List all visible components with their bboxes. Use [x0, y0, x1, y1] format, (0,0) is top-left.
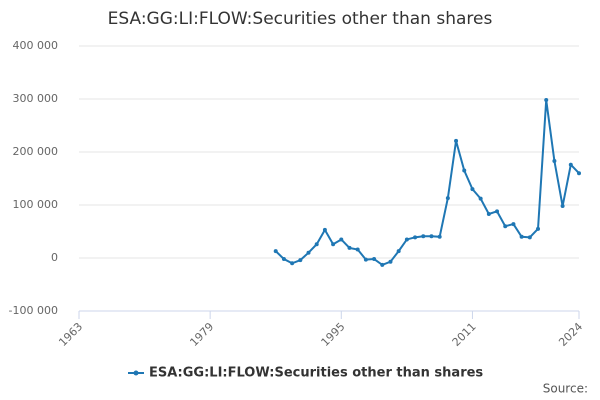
- data-point: [273, 249, 278, 254]
- data-point: [470, 187, 475, 192]
- data-point: [380, 262, 385, 267]
- data-point: [527, 235, 532, 240]
- data-point: [577, 171, 581, 176]
- data-point: [462, 168, 467, 173]
- x-tick-label: 1963: [56, 320, 85, 349]
- data-point: [421, 234, 426, 239]
- data-point: [331, 242, 336, 247]
- x-tick-label: 2024: [556, 320, 585, 349]
- source: Source:: [543, 382, 588, 396]
- data-point: [413, 235, 418, 240]
- y-tick-label: 200 000: [13, 145, 59, 158]
- data-point: [478, 196, 483, 201]
- data-point: [281, 257, 286, 262]
- data-point: [552, 159, 557, 164]
- data-point: [437, 234, 442, 239]
- data-point: [396, 249, 401, 254]
- y-tick-label: 300 000: [13, 92, 59, 105]
- data-point: [568, 162, 573, 167]
- data-point: [454, 138, 459, 143]
- y-tick-label: 400 000: [13, 39, 59, 52]
- data-point: [503, 224, 508, 229]
- data-point: [388, 259, 393, 264]
- data-point: [322, 227, 327, 232]
- data-point: [429, 234, 434, 239]
- y-tick-label: -100 000: [9, 304, 58, 317]
- data-point: [372, 257, 377, 262]
- data-point: [363, 257, 368, 262]
- data-point: [339, 237, 344, 242]
- data-point: [486, 212, 491, 217]
- series-line: [275, 99, 580, 267]
- data-point: [298, 258, 303, 263]
- data-point: [495, 209, 500, 214]
- data-point: [519, 234, 524, 239]
- x-tick-label: 2011: [450, 320, 479, 349]
- data-point: [355, 247, 360, 252]
- data-point: [290, 261, 295, 266]
- x-tick-label: 1979: [187, 320, 216, 349]
- y-tick-label: 0: [51, 251, 58, 264]
- data-point: [544, 98, 549, 103]
- data-point: [404, 237, 409, 242]
- legend-label: ESA:GG:LI:FLOW:Securities other than sha…: [149, 366, 483, 381]
- y-tick-label: 100 000: [13, 198, 59, 211]
- data-point: [445, 196, 450, 201]
- legend-marker: [133, 370, 139, 376]
- x-tick-label: 1995: [319, 320, 348, 349]
- data-point: [306, 250, 311, 255]
- chart-title: ESA:GG:LI:FLOW:Securities other than sha…: [108, 9, 493, 29]
- data-point: [511, 222, 516, 227]
- data-point: [314, 242, 319, 247]
- data-point: [347, 245, 352, 250]
- data-point: [560, 204, 565, 209]
- data-point: [536, 226, 541, 231]
